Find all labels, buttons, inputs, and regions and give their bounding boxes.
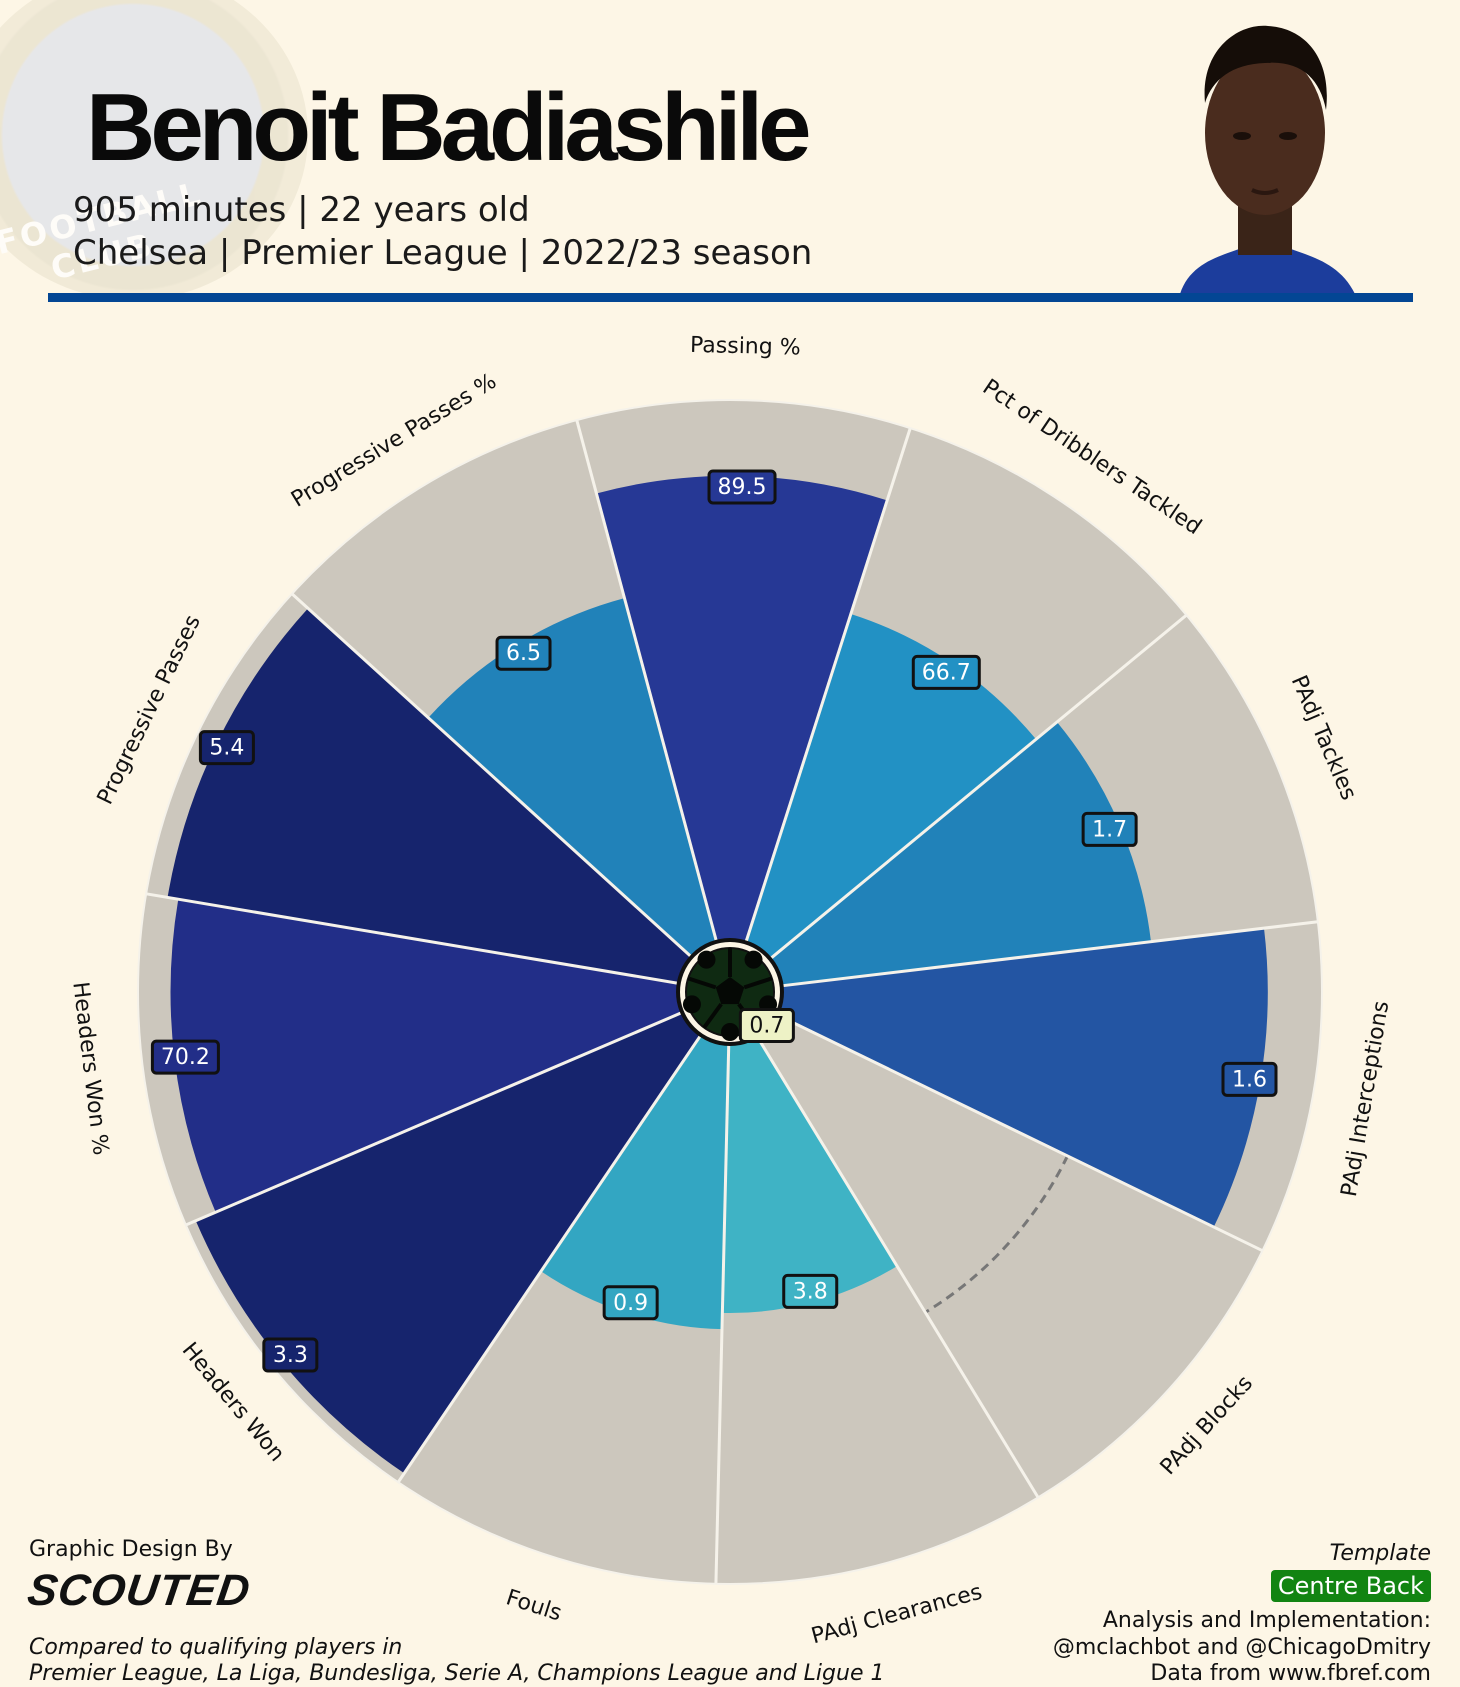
analysis-credit-line1: Analysis and Implementation:	[1102, 1608, 1431, 1633]
value-badge-progressive-passes: 5.4	[198, 730, 255, 766]
slice-divider	[767, 613, 1188, 962]
chart-reference-layer	[924, 1155, 1069, 1314]
slice-bar-fouls	[540, 1033, 729, 1330]
slice-bar-padj-interceptions	[774, 928, 1268, 1227]
football-patch	[682, 995, 701, 1014]
slice-bar-padj-clearances	[722, 1034, 898, 1313]
slice-divider	[754, 1033, 1040, 1499]
value-label: 70.2	[161, 1045, 210, 1070]
header: FOOTBALL CLUB Benoit Badiashile 905 minu…	[0, 0, 1460, 310]
player-photo	[1180, 25, 1355, 294]
value-label: 0.9	[613, 1291, 648, 1316]
value-badge-box	[495, 635, 552, 671]
value-label: 1.7	[1092, 817, 1127, 842]
value-badge-box	[782, 1273, 839, 1309]
player-club-league-season: Chelsea | Premier League | 2022/23 seaso…	[73, 233, 813, 273]
player-name: Benoit Badiashile	[86, 74, 811, 181]
value-badge-box	[150, 1039, 220, 1075]
template-badge: Centre Back	[1270, 1570, 1431, 1602]
category-label-fouls: Fouls	[503, 1585, 565, 1626]
value-badge-headers-won: 3.3	[262, 1337, 319, 1373]
comparison-footnote-line2: Premier League, La Liga, Bundesliga, Ser…	[29, 1661, 885, 1686]
category-label-padj-tackles: PAdj Tackles	[1286, 672, 1361, 804]
slice-bar-headers-won	[195, 1011, 702, 1474]
comparison-footnote-line1: Compared to qualifying players in	[29, 1635, 403, 1660]
design-credit-label: Graphic Design By	[29, 1537, 233, 1562]
slice-divider	[290, 592, 695, 960]
slice-bar-headers-won-pct	[170, 899, 685, 1213]
value-badge-box	[602, 1285, 659, 1321]
football-pentagon	[715, 977, 745, 1005]
chart-value-layer	[167, 475, 1268, 1474]
slice-bg-padj-blocks	[756, 1013, 1263, 1498]
value-badge-progressive-passes-pct: 6.5	[495, 635, 552, 671]
slice-bar-pct-of-dribblers-tackled	[745, 613, 1037, 961]
value-badge-headers-won-pct: 70.2	[150, 1039, 220, 1075]
value-label: 0.7	[749, 1014, 784, 1039]
reference-arc-padj-blocks	[924, 1155, 1069, 1314]
value-label: 3.8	[793, 1279, 828, 1304]
player-minutes-age: 905 minutes | 22 years old	[73, 190, 530, 230]
value-label: 3.3	[273, 1343, 308, 1368]
value-badge-fouls: 0.9	[602, 1285, 659, 1321]
football-patch	[744, 950, 763, 969]
chart-divider-layer	[137, 399, 1323, 1585]
value-badge-box	[262, 1337, 319, 1373]
value-badge-padj-interceptions: 1.6	[1221, 1061, 1278, 1097]
category-label-headers-won-pct: Headers Won %	[67, 980, 113, 1156]
category-label-passing-pct: Passing %	[690, 333, 801, 361]
slice-divider	[779, 920, 1318, 988]
value-label: 5.4	[209, 736, 244, 761]
value-badge-box	[198, 730, 255, 766]
chart-value-badge-layer: 89.5 66.7 1.7 1.6 0.7 3.8 0.9 3.3 70.2 5.4 6.5	[150, 469, 1278, 1373]
slice-divider	[743, 427, 912, 945]
slice-bar-passing-pct	[596, 475, 888, 945]
slice-divider	[774, 1012, 1264, 1253]
value-badge-box	[1081, 811, 1138, 847]
slice-bar-padj-tackles	[768, 722, 1151, 987]
brand-logo: SCOUTED	[24, 1566, 254, 1615]
value-badge-box	[707, 469, 777, 505]
value-badge-pct-of-dribblers-tackled: 66.7	[911, 654, 981, 690]
football-patch	[721, 1023, 739, 1041]
slice-divider	[575, 419, 719, 945]
category-label-padj-interceptions: PAdj Interceptions	[1337, 999, 1394, 1198]
outer-ring	[137, 399, 1323, 1585]
value-badge-passing-pct: 89.5	[707, 469, 777, 505]
slice-divider	[185, 1010, 685, 1227]
value-badge-box	[911, 654, 981, 690]
football-patch	[697, 950, 716, 969]
slice-divider	[145, 892, 681, 986]
template-label: Template	[1329, 1541, 1431, 1566]
value-label: 6.5	[506, 641, 541, 666]
slice-divider	[396, 1032, 704, 1484]
value-label: 89.5	[718, 475, 767, 500]
data-source: Data from www.fbref.com	[1150, 1661, 1431, 1686]
value-badge-box	[1221, 1061, 1278, 1097]
value-badge-box	[738, 1008, 795, 1044]
slice-bar-progressive-passes-pct	[428, 598, 718, 959]
slice-bar-progressive-passes	[167, 608, 694, 984]
value-badge-padj-clearances: 3.8	[782, 1273, 839, 1309]
football-seam	[687, 976, 717, 990]
football-seam	[743, 976, 773, 990]
football-seam	[702, 1002, 723, 1029]
slice-divider	[714, 1041, 731, 1584]
value-label: 1.6	[1232, 1067, 1267, 1092]
category-label-padj-clearances: PAdj Clearances	[809, 1580, 985, 1650]
club-crest-watermark: FOOTBALL CLUB	[0, 0, 308, 300]
analysis-credit-line2: @mclachbot and @ChicagoDmitry	[1052, 1635, 1431, 1660]
header-divider	[48, 293, 1413, 302]
value-badge-padj-blocks: 0.7	[738, 1008, 795, 1044]
value-badge-padj-tackles: 1.7	[1081, 811, 1138, 847]
value-label: 66.7	[922, 660, 971, 685]
